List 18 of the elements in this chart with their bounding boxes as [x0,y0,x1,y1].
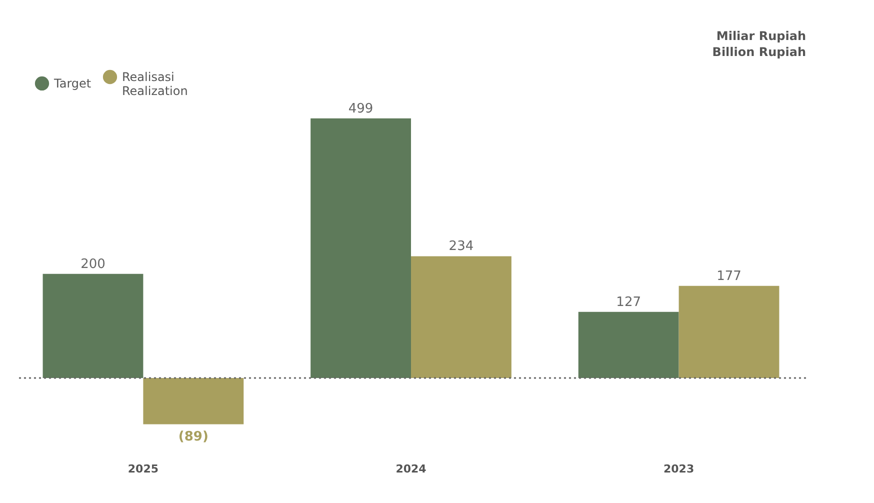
legend-label: Realisasi Realization [122,70,188,98]
bar [411,256,512,378]
bar [310,118,411,378]
data-label: 177 [716,268,742,284]
bar [42,274,144,378]
bar [143,378,244,424]
data-label: (89) [178,429,208,444]
data-label: 127 [616,294,641,310]
data-label: 200 [80,256,106,272]
bar [578,312,679,378]
bar [678,286,780,378]
x-tick-label: 2025 [128,462,159,476]
x-tick-label: 2024 [396,462,427,476]
x-tick-label: 2023 [663,462,694,476]
legend-label: Target [53,76,92,90]
y-axis-title: Miliar Rupiah Billion Rupiah [712,29,806,59]
data-label: 234 [448,239,474,254]
data-label: 499 [348,101,374,116]
